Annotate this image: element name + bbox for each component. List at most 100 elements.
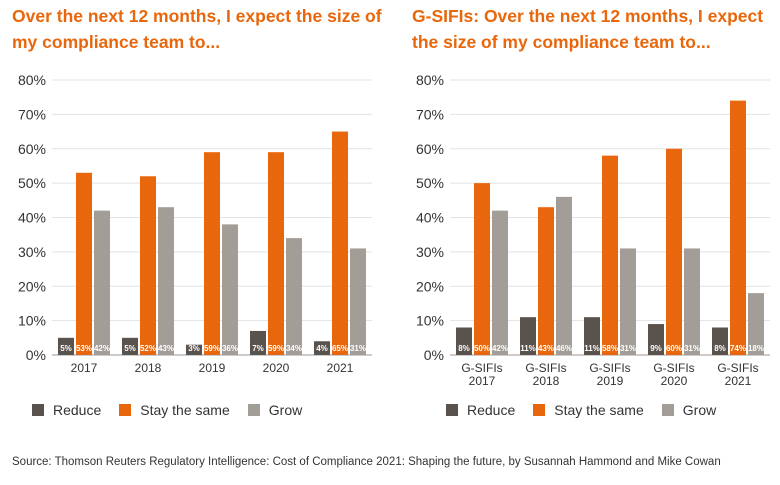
- y-tick-label: 10%: [416, 313, 444, 329]
- bar-stay-the-same: [730, 100, 746, 355]
- legend-item-stay-the-same: Stay the same: [119, 402, 230, 418]
- legend-swatch-grow: [247, 404, 260, 416]
- source-note: Source: Thomson Reuters Regulatory Intel…: [12, 456, 721, 468]
- chart-title-right: G-SIFIs: Over the next 12 months, I expe…: [412, 6, 764, 52]
- x-tick-label: G-SIFIs: [653, 361, 694, 375]
- chart-title-left: Over the next 12 months, I expect the si…: [12, 6, 382, 52]
- data-label: 58%: [602, 344, 618, 353]
- legend-swatch-stay-the-same: [533, 404, 546, 416]
- data-label: 11%: [520, 344, 536, 353]
- data-label: 18%: [748, 344, 764, 353]
- x-tick-label: 2017: [71, 361, 98, 375]
- bar-grow: [94, 210, 110, 355]
- data-label: 59%: [268, 344, 284, 353]
- bar-stay-the-same: [268, 152, 284, 355]
- data-label: 7%: [252, 344, 264, 353]
- legend-item-reduce: Reduce: [446, 402, 515, 418]
- data-label: 50%: [474, 344, 490, 353]
- data-label: 9%: [650, 344, 662, 353]
- data-label: 11%: [584, 344, 600, 353]
- legend-right: Reduce Stay the same Grow: [446, 402, 734, 418]
- data-label: 8%: [458, 344, 470, 353]
- x-tick-label: G-SIFIs: [525, 361, 566, 375]
- chart-right: 0%10%20%30%40%50%60%70%80%8% 50% 42%G-SIFI…: [416, 72, 770, 388]
- x-tick-label: 2018: [533, 374, 560, 388]
- y-tick-label: 0%: [26, 347, 46, 363]
- bar-grow: [286, 238, 302, 355]
- legend-item-grow: Grow: [661, 402, 717, 418]
- data-label: 52%: [140, 344, 156, 353]
- data-label: 46%: [556, 344, 572, 353]
- y-tick-label: 80%: [416, 72, 444, 88]
- data-label: 59%: [204, 344, 220, 353]
- y-tick-label: 20%: [416, 278, 444, 294]
- data-label: 31%: [620, 344, 636, 353]
- y-tick-label: 70%: [416, 106, 444, 122]
- data-label: 60%: [666, 344, 682, 353]
- bar-grow: [748, 293, 764, 355]
- legend-swatch-stay-the-same: [119, 404, 132, 416]
- bar-grow: [158, 207, 174, 355]
- y-tick-label: 70%: [18, 106, 46, 122]
- bar-reduce: [520, 317, 536, 355]
- data-label: 31%: [684, 344, 700, 353]
- y-tick-label: 80%: [18, 72, 46, 88]
- bar-grow: [684, 248, 700, 355]
- data-label: 53%: [76, 344, 92, 353]
- data-label: 34%: [286, 344, 302, 353]
- bar-reduce: [584, 317, 600, 355]
- bar-reduce: [456, 327, 472, 355]
- legend-label-stay-the-same: Stay the same: [554, 402, 644, 418]
- y-tick-label: 50%: [416, 175, 444, 191]
- legend-label-grow: Grow: [682, 402, 717, 418]
- bar-reduce: [712, 327, 728, 355]
- bar-grow: [620, 248, 636, 355]
- data-label: 74%: [730, 344, 746, 353]
- chart-left: 0% 10% 20% 30% 40% 50% 60% 70% 80% 5% 53% 42% 2017 5%…: [18, 72, 372, 375]
- y-tick-label: 40%: [416, 210, 444, 226]
- data-label: 31%: [350, 344, 366, 353]
- legend-label-stay-the-same: Stay the same: [140, 402, 230, 418]
- x-tick-label: 2018: [135, 361, 162, 375]
- bar-grow: [492, 210, 508, 355]
- bar-stay-the-same: [332, 131, 348, 355]
- legend-swatch-reduce: [446, 404, 458, 416]
- data-label: 42%: [492, 344, 508, 353]
- data-label: 42%: [94, 344, 110, 353]
- legend-left: Reduce Stay the same Grow: [32, 402, 320, 418]
- bar-grow: [350, 248, 366, 355]
- y-tick-label: 0%: [424, 347, 444, 363]
- bar-reduce: [122, 337, 138, 355]
- bar-stay-the-same: [602, 155, 618, 355]
- data-label: 5%: [124, 344, 136, 353]
- bar-reduce: [186, 344, 202, 355]
- x-tick-label: 2020: [263, 361, 290, 375]
- y-tick-label: 20%: [18, 278, 46, 294]
- y-tick-label: 30%: [18, 244, 46, 260]
- legend-label-grow: Grow: [268, 402, 303, 418]
- legend-item-stay-the-same: Stay the same: [533, 402, 644, 418]
- legend-label-reduce: Reduce: [53, 402, 102, 418]
- data-label: 43%: [538, 344, 554, 353]
- bar-stay-the-same: [538, 207, 554, 355]
- x-tick-label: G-SIFIs: [589, 361, 630, 375]
- bar-reduce: [58, 337, 74, 355]
- bar-stay-the-same: [474, 183, 490, 355]
- legend-item-grow: Grow: [247, 402, 303, 418]
- x-tick-label: 2021: [327, 361, 354, 375]
- y-tick-label: 40%: [18, 210, 46, 226]
- bar-stay-the-same: [76, 172, 92, 355]
- x-tick-label: G-SIFIs: [461, 361, 502, 375]
- bar-stay-the-same: [204, 152, 220, 355]
- y-tick-label: 50%: [18, 175, 46, 191]
- data-label: 5%: [60, 344, 72, 353]
- bar-grow: [556, 196, 572, 355]
- legend-label-reduce: Reduce: [467, 402, 516, 418]
- data-label: 65%: [332, 344, 348, 353]
- bar-reduce: [314, 341, 330, 355]
- x-tick-label: 2017: [469, 374, 496, 388]
- data-label: 3%: [188, 344, 200, 353]
- y-tick-label: 60%: [18, 141, 46, 157]
- y-tick-label: 30%: [416, 244, 444, 260]
- legend-swatch-reduce: [32, 404, 44, 416]
